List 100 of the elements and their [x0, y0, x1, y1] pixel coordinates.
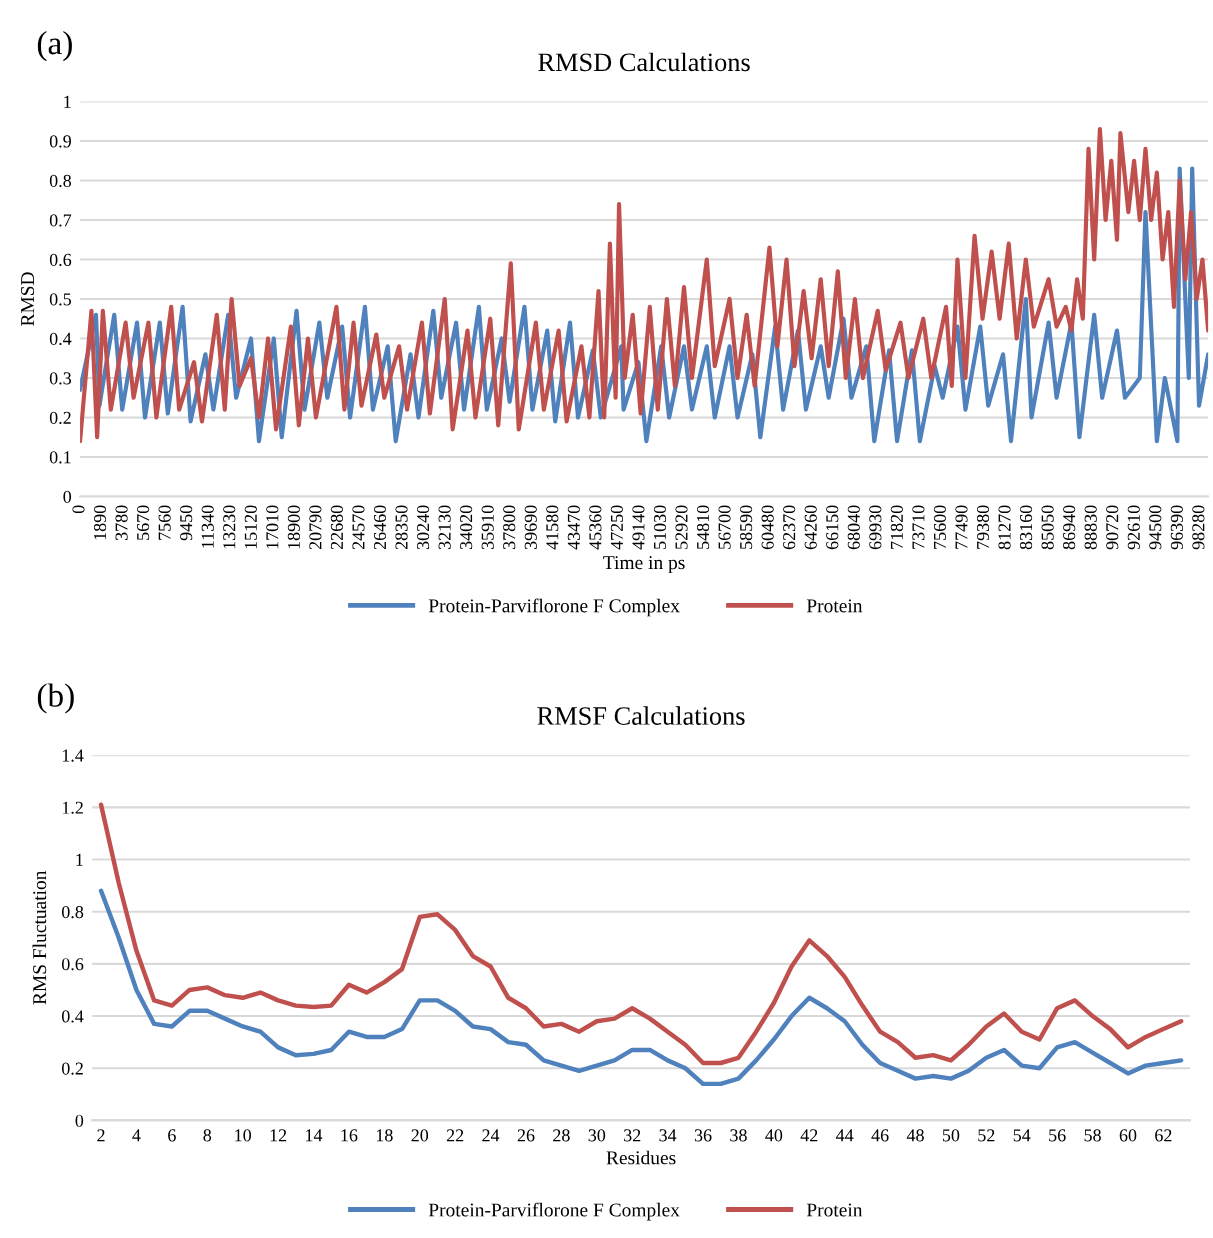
y-tick-label: 0.1 [49, 451, 71, 464]
y-tick-label: 1.4 [62, 749, 84, 762]
x-tick-label: 79380 [976, 505, 990, 549]
x-tick-label: 75600 [933, 505, 947, 549]
x-tick-label: 24 [482, 1129, 500, 1142]
x-tick-label: 20790 [309, 505, 322, 550]
x-tick-label: 81270 [998, 505, 1011, 550]
x-tick-label: 30 [588, 1129, 606, 1142]
line-series [98, 802, 1184, 1066]
y-tick-label: 1 [64, 95, 71, 108]
x-tick-label: 52920 [675, 505, 688, 549]
x-tick-label: 58590 [740, 505, 753, 549]
x-tick-label: 11340 [201, 505, 214, 548]
x-tick-label: 14 [306, 1129, 323, 1142]
legend-label: Protein-Parviflorone F Complex [428, 598, 680, 617]
y-axis-title: RMS Fluctuation [32, 870, 47, 1005]
x-tick-label: 28350 [395, 505, 408, 550]
y-tick-label: 1 [76, 853, 83, 866]
legend-label: Protein [806, 1203, 863, 1217]
x-tick-label: 64260 [804, 505, 817, 550]
x-tick-label: 26 [517, 1129, 535, 1142]
x-tick-label: 68040 [847, 505, 860, 550]
x-axis-title: Residues [606, 1150, 676, 1165]
x-tick-label: 43470 [567, 505, 580, 550]
x-tick-label: 46 [871, 1129, 889, 1142]
x-tick-label: 7560 [158, 505, 171, 540]
x-tick-label: 39690 [524, 505, 537, 550]
x-tick-label: 36 [694, 1129, 712, 1142]
x-tick-label: 45360 [589, 505, 602, 550]
y-tick-label: 0.6 [49, 253, 72, 267]
x-tick-label: 22680 [330, 505, 344, 550]
x-tick-label: 86940 [1063, 505, 1076, 550]
x-tick-label: 48 [906, 1129, 924, 1142]
x-tick-label: 9450 [180, 505, 193, 541]
x-tick-label: 41580 [546, 505, 559, 550]
x-tick-label: 16 [341, 1129, 358, 1142]
x-tick-label: 4 [132, 1129, 141, 1142]
y-tick-label: 1.2 [62, 801, 83, 814]
x-tick-label: 88830 [1084, 505, 1097, 550]
y-tick-label: 0 [63, 490, 72, 503]
text: (a) [37, 30, 72, 62]
y-tick-label: 0.2 [61, 1062, 83, 1075]
x-tick-label: 83160 [1019, 505, 1033, 550]
x-tick-label: 50 [942, 1129, 960, 1142]
x-tick-label: 62370 [783, 505, 796, 550]
x-tick-label: 94500 [1149, 505, 1162, 550]
x-tick-label: 17010 [266, 505, 279, 549]
x-tick-label: 51030 [653, 505, 667, 549]
y-tick-label: 0 [75, 1114, 84, 1127]
x-tick-label: 1890 [93, 505, 107, 540]
x-tick-label: 90720 [1106, 505, 1119, 550]
x-tick-label: 42 [800, 1129, 818, 1142]
x-tick-label: 15120 [244, 505, 257, 549]
x-tick-label: 12 [270, 1129, 287, 1142]
x-tick-label: 8 [203, 1129, 212, 1142]
y-tick-label: 0.3 [49, 372, 72, 385]
x-axis-title: Time in ps [603, 556, 685, 574]
y-tick-label: 0.6 [61, 958, 84, 971]
x-tick-label: 71820 [890, 505, 903, 549]
x-tick-label: 6 [168, 1129, 176, 1142]
x-tick-label: 37800 [503, 505, 516, 550]
x-tick-label: 38 [730, 1129, 747, 1142]
x-tick-label: 18 [376, 1129, 393, 1142]
x-tick-label: 60480 [761, 505, 774, 550]
y-tick-label: 0.8 [61, 905, 84, 919]
x-tick-label: 77490 [955, 505, 968, 549]
x-tick-label: 85050 [1041, 505, 1054, 550]
x-tick-label: 92610 [1127, 505, 1140, 550]
text: (b) [37, 683, 74, 714]
y-tick-label: 0.5 [49, 293, 72, 306]
x-tick-label: 40 [765, 1129, 783, 1142]
x-tick-label: 54 [1013, 1129, 1031, 1142]
y-tick-label: 0.4 [49, 332, 72, 345]
x-tick-label: 32 [624, 1129, 641, 1142]
x-tick-label: 56 [1049, 1129, 1066, 1142]
x-tick-label: 58 [1084, 1129, 1101, 1142]
x-tick-label: 10 [235, 1129, 252, 1142]
y-tick-label: 0.2 [49, 411, 71, 424]
x-tick-label: 22 [446, 1129, 464, 1142]
x-tick-label: 54810 [696, 505, 710, 549]
x-tick-label: 13230 [223, 505, 236, 549]
x-tick-label: 3780 [115, 505, 128, 541]
x-tick-label: 18900 [287, 505, 300, 549]
x-tick-label: 73710 [912, 505, 925, 549]
legend-label: Protein [806, 599, 863, 613]
x-tick-label: 2 [97, 1129, 105, 1142]
y-axis-title: RMSD [21, 272, 35, 326]
x-tick-label: 28 [553, 1129, 570, 1142]
x-tick-label: 98280 [1192, 505, 1205, 550]
x-tick-label: 47250 [610, 505, 623, 550]
x-tick-label: 30240 [416, 505, 430, 550]
y-tick-label: 0.7 [49, 214, 72, 227]
x-tick-label: 62 [1155, 1129, 1172, 1142]
x-tick-label: 44 [836, 1129, 854, 1142]
chart-title: RMSD Calculations [538, 52, 750, 72]
x-tick-label: 5670 [137, 505, 150, 540]
x-tick-label: 60 [1119, 1129, 1137, 1142]
x-tick-label: 20 [411, 1129, 429, 1142]
legend-label: Protein-Parviflorone F Complex [428, 1202, 680, 1221]
x-tick-label: 34020 [460, 505, 473, 550]
